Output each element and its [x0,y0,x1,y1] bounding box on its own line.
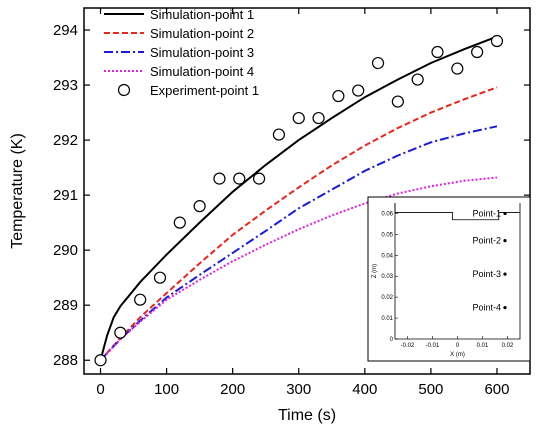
experiment-point [94,354,107,367]
y-axis-title: Temperature (K) [9,133,26,249]
inset-y-tick-label: 0.06 [381,211,393,217]
series-line-4 [99,176,498,361]
inset-x-tick-label: 0.02 [502,343,514,349]
experiment-point [332,89,345,103]
experiment-point [252,172,266,185]
plot-area [83,7,531,375]
legend-label-4: Simulation-point 4 [150,64,254,79]
legend-swatch-5 [117,83,131,97]
experiment-point [371,56,385,70]
x-tick-label: 300 [286,381,311,398]
inset-x-tick-label: -0.01 [426,343,440,349]
inset-inlet-outline [394,203,520,221]
y-tick-label: 288 [53,352,78,369]
y-tick-label: 292 [53,132,78,149]
experiment-point [312,111,325,125]
legend: Simulation-point 1 Simulation-point 2 Simu… [104,7,259,98]
x-tick-label: 400 [352,381,377,398]
y-tick-label: 290 [53,242,78,259]
experiment-point [233,172,246,185]
series-line-3 [99,125,498,361]
experiment-point [292,111,305,125]
experiment-point [471,45,484,59]
experiment-point [153,271,167,284]
inset-y-tick-label: 0.04 [381,253,393,259]
experiment-point [173,216,186,229]
inset-point-label-2: Point-2 [472,236,501,246]
inset-y-tick-label: 0 [390,337,394,343]
legend-label-3: Simulation-point 3 [150,45,254,60]
inset-point-marker-4 [503,306,507,310]
experiment-point [134,293,147,306]
legend-label-1: Simulation-point 1 [150,7,254,22]
series-layer [94,34,504,367]
legend-label-5: Experiment-point 1 [150,83,259,98]
x-tick-label: 200 [220,381,245,398]
inset-y-tick-label: 0.02 [381,295,393,301]
inset-point-label-1: Point-1 [472,208,501,218]
inset-x-axis-title: X (m) [450,352,465,358]
x-tick-label: 100 [154,381,179,398]
experiment-point [391,95,404,108]
y-tick-label: 291 [53,187,78,204]
experiment-point [451,62,464,75]
inset-point-label-4: Point-4 [472,303,501,313]
x-axis-title: Time (s) [278,407,336,424]
experiment-point [272,128,286,141]
inset-point-marker-1 [503,211,507,216]
y-tick-label: 289 [53,297,78,314]
inset-y-tick-label: 0.05 [381,232,393,238]
inset-point-marker-2 [503,239,507,243]
inset-point-label-3: Point-3 [472,269,501,279]
plot-frame [83,7,531,375]
x-tick-label: 600 [484,381,509,398]
inset-y-tick-label: 0.03 [381,274,393,280]
experiment-point [490,34,504,48]
experiment-point [114,326,127,339]
legend-label-2: Simulation-point 2 [150,26,254,41]
experiment-point [213,172,226,185]
inset-y-tick-label: 0.01 [381,316,393,322]
y-axis: 288 289 290 291 292 293 294 [53,22,530,369]
experiment-point [411,73,424,86]
experiment-point [352,84,365,97]
y-tick-label: 293 [53,77,78,94]
x-axis: 0 100 200 300 400 500 600 [96,8,509,398]
x-tick-label: 0 [96,381,104,398]
inset-x-tick-label: 0 [456,343,460,349]
y-tick-label: 294 [53,22,78,39]
experiment-point [193,200,206,213]
inset-z-axis-title: Z (m) [372,264,378,278]
inset-geometry-plot: -0.02 -0.01 0 0.01 0.02 0 0.01 0.02 0.03 0.04 0.05… [367,196,531,362]
x-tick-label: 500 [418,381,443,398]
series-line-2 [99,86,498,361]
inset-x-tick-label: -0.02 [401,343,415,349]
series-line-1 [99,35,498,361]
inset-x-tick-label: 0.01 [477,343,489,349]
inset-point-marker-3 [503,272,507,276]
experiment-point [431,45,444,59]
